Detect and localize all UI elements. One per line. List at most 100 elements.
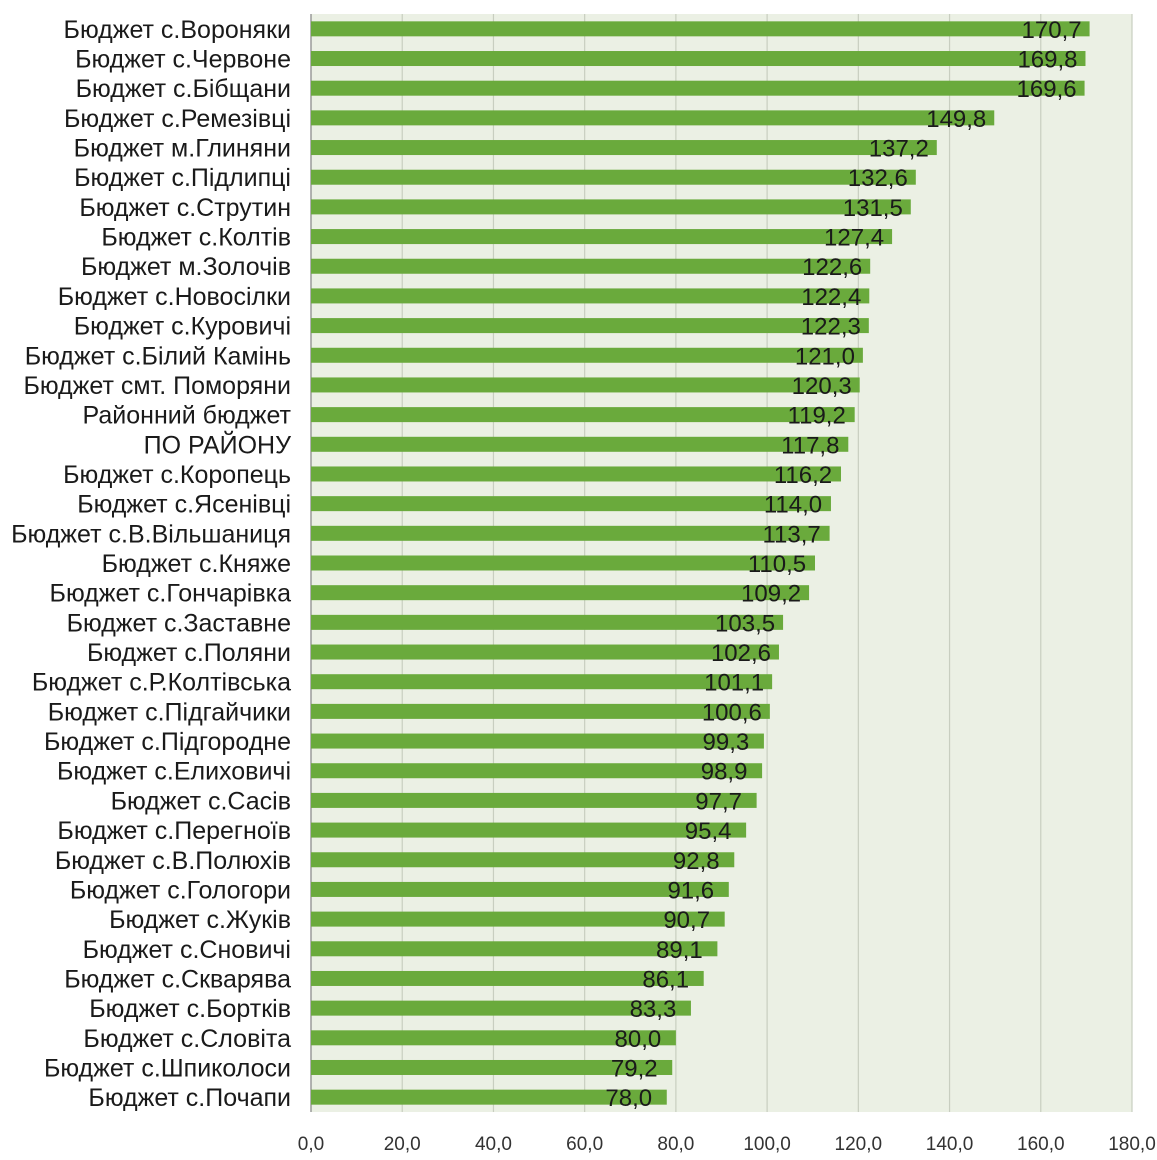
x-tick-label: 120,0 bbox=[835, 1134, 883, 1155]
category-label: ПО РАЙОНУ bbox=[144, 429, 292, 459]
category-label: Бюджет с.Словіта bbox=[83, 1025, 291, 1053]
category-label: Бюджет смт. Поморяни bbox=[23, 372, 291, 400]
data-label: 170,7 bbox=[1022, 17, 1082, 44]
category-label: Бюджет с.Колтів bbox=[101, 224, 291, 252]
bar bbox=[311, 941, 718, 957]
category-label: Бюджет с.Шпиколоси bbox=[44, 1054, 291, 1082]
data-label: 122,4 bbox=[801, 284, 861, 311]
data-label: 99,3 bbox=[703, 729, 750, 756]
bar bbox=[311, 436, 849, 452]
category-label: Бюджет м.Глиняни bbox=[74, 135, 291, 163]
category-label: Бюджет с.Гологори bbox=[70, 876, 291, 904]
x-tick-label: 160,0 bbox=[1017, 1134, 1065, 1155]
data-label: 120,3 bbox=[792, 373, 852, 400]
bar bbox=[311, 377, 860, 393]
bar bbox=[311, 585, 810, 601]
category-label: Бюджет с.Бортків bbox=[89, 995, 291, 1023]
x-tick-label: 140,0 bbox=[926, 1134, 974, 1155]
category-label: Бюджет с.Куровичі bbox=[74, 313, 291, 341]
data-label: 110,5 bbox=[748, 551, 806, 578]
bar bbox=[311, 911, 725, 927]
bar bbox=[311, 1000, 691, 1016]
category-label: Бюджет с.Коропець bbox=[63, 461, 291, 489]
data-label: 131,5 bbox=[843, 195, 903, 222]
x-tick-label: 100,0 bbox=[743, 1134, 791, 1155]
data-label: 95,4 bbox=[685, 818, 732, 845]
bar bbox=[311, 51, 1086, 67]
category-label: Бюджет с.Перегноїв bbox=[57, 817, 291, 845]
data-label: 127,4 bbox=[824, 225, 884, 252]
category-label: Бюджет с.Р.Колтівська bbox=[32, 669, 291, 697]
data-label: 121,0 bbox=[795, 343, 855, 370]
data-label: 100,6 bbox=[702, 699, 762, 726]
data-label: 92,8 bbox=[673, 848, 720, 875]
bar bbox=[311, 140, 937, 156]
x-tick-label: 40,0 bbox=[475, 1134, 512, 1155]
bar bbox=[311, 555, 816, 571]
data-label: 137,2 bbox=[869, 136, 929, 163]
bar bbox=[311, 614, 784, 630]
data-label: 86,1 bbox=[642, 966, 689, 993]
bar bbox=[311, 347, 863, 363]
data-label: 117,8 bbox=[781, 432, 839, 459]
category-label: Бюджет с.Підгородне bbox=[44, 728, 291, 756]
data-label: 169,8 bbox=[1017, 47, 1077, 74]
category-label: Бюджет с.Почапи bbox=[88, 1084, 291, 1112]
category-label: Бюджет с.Бібщани bbox=[76, 75, 291, 103]
bar bbox=[311, 258, 871, 274]
data-label: 122,6 bbox=[802, 254, 862, 281]
data-label: 114,0 bbox=[764, 492, 822, 519]
bar bbox=[311, 229, 893, 245]
bar bbox=[311, 80, 1085, 96]
x-tick-label: 180,0 bbox=[1108, 1134, 1156, 1155]
data-label: 109,2 bbox=[741, 581, 801, 608]
data-label: 116,2 bbox=[774, 462, 832, 489]
category-label: Бюджет с.Ясенівці bbox=[77, 491, 291, 519]
category-label: Бюджет с.Елиховичі bbox=[57, 758, 291, 786]
bar bbox=[311, 318, 869, 334]
bar bbox=[311, 496, 831, 512]
category-label: Бюджет с.В.Полюхів bbox=[55, 847, 291, 875]
bar bbox=[311, 822, 747, 838]
bar bbox=[311, 110, 995, 126]
category-label: Бюджет с.В.Вільшаниця bbox=[11, 520, 291, 548]
bar bbox=[311, 1059, 673, 1075]
bar bbox=[311, 970, 704, 986]
category-label: Бюджет м.Золочів bbox=[81, 253, 291, 281]
category-label: Бюджет с.Новосілки bbox=[58, 283, 291, 311]
bar bbox=[311, 466, 842, 482]
category-label: Районний бюджет bbox=[83, 402, 292, 430]
x-tick-label: 0,0 bbox=[298, 1134, 324, 1155]
category-label: Бюджет с.Струтин bbox=[79, 194, 291, 222]
category-label: Бюджет с.Жуків bbox=[109, 906, 291, 934]
data-label: 98,9 bbox=[701, 759, 748, 786]
bar bbox=[311, 1030, 676, 1046]
category-label: Бюджет с.Підгайчики bbox=[48, 698, 291, 726]
data-label: 97,7 bbox=[695, 788, 742, 815]
bar bbox=[311, 703, 770, 719]
x-axis-ticks: 0,0 20,0 40,0 60,0 80,0 100,0 120,0 140,0 160,0 1… bbox=[298, 1134, 1156, 1155]
x-tick-label: 60,0 bbox=[566, 1134, 603, 1155]
data-label: 119,2 bbox=[788, 403, 846, 430]
bar bbox=[311, 763, 763, 779]
data-label: 90,7 bbox=[663, 907, 710, 934]
bar bbox=[311, 1089, 667, 1105]
x-tick-label: 80,0 bbox=[657, 1134, 694, 1155]
category-label: Бюджет с.Поляни bbox=[87, 639, 291, 667]
category-label: Бюджет с.Червоне bbox=[75, 46, 291, 74]
category-label: Бюджет с.Сновичі bbox=[83, 936, 291, 964]
bar bbox=[311, 881, 729, 897]
bar bbox=[311, 644, 779, 660]
category-label: Бюджет с.Заставне bbox=[67, 609, 291, 637]
data-label: 113,7 bbox=[762, 521, 820, 548]
bar bbox=[311, 21, 1090, 37]
category-label: Бюджет с.Білий Камінь bbox=[25, 342, 291, 370]
data-label: 91,6 bbox=[667, 877, 714, 904]
data-label: 83,3 bbox=[630, 996, 677, 1023]
category-label: Бюджет с.Підлипці bbox=[74, 164, 291, 192]
bar bbox=[311, 288, 870, 304]
